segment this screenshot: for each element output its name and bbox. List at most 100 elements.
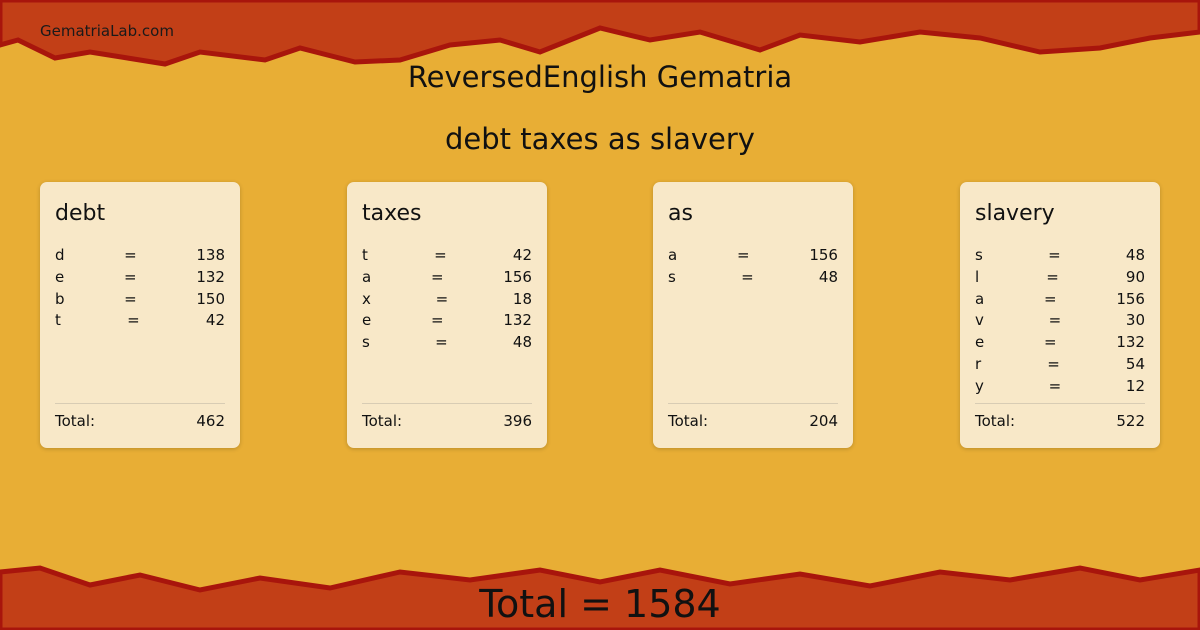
equals-sign: =: [435, 333, 448, 352]
letter-row: a = 156: [975, 289, 1145, 311]
letter-value: 18: [512, 289, 532, 308]
letter-value: 90: [1125, 267, 1145, 286]
letter: t: [55, 311, 61, 330]
word-title: slavery: [975, 201, 1055, 226]
site-logo-text[interactable]: GematriaLab.com: [40, 22, 174, 40]
letter: d: [55, 246, 65, 264]
letter-value: 48: [512, 333, 532, 352]
word-title: taxes: [362, 201, 422, 226]
letter-value: 48: [818, 267, 838, 286]
total-value: 462: [196, 412, 225, 430]
letter-value: 48: [1125, 246, 1145, 264]
letter: a: [362, 267, 372, 286]
letter-value: 156: [809, 246, 838, 264]
letter: x: [362, 289, 371, 308]
word-card: as a = 156 s = 48 Total: 204: [653, 182, 853, 448]
equals-sign: =: [1048, 311, 1062, 330]
letter-row: d = 138: [55, 245, 225, 267]
total-label: Total:: [55, 412, 96, 430]
word-card: slavery s = 48 l = 90 a = 156 v = 30 e = 132 r = 54 y = 12 Tot…: [960, 182, 1160, 448]
equals-sign: =: [435, 289, 449, 308]
letter-value: 30: [1125, 311, 1145, 330]
equals-sign: =: [1046, 267, 1059, 286]
letter: s: [975, 246, 983, 264]
letter-list: d = 138 e = 132 b = 150 t = 42: [55, 245, 225, 332]
letter: e: [975, 333, 985, 352]
letter: e: [362, 311, 372, 330]
letter: e: [55, 267, 65, 286]
letter-row: e = 132: [55, 267, 225, 289]
equals-sign: =: [431, 311, 444, 330]
equals-sign: =: [1047, 354, 1060, 373]
letter-row: a = 156: [362, 267, 532, 289]
letter-row: v = 30: [975, 310, 1145, 332]
letter: a: [668, 246, 678, 264]
letter: s: [362, 333, 370, 352]
letter: r: [975, 354, 982, 373]
letter-value: 156: [503, 267, 532, 286]
total-value: 522: [1116, 412, 1145, 430]
letter-value: 150: [196, 289, 225, 308]
total-label: Total:: [362, 412, 403, 430]
letter-row: e = 132: [362, 310, 532, 332]
equals-sign: =: [124, 267, 137, 286]
equals-sign: =: [430, 267, 444, 286]
letter-value: 42: [205, 311, 225, 330]
grand-total: Total = 1584: [479, 582, 721, 626]
letter: l: [975, 267, 980, 286]
letter-row: x = 18: [362, 289, 532, 311]
phrase-heading: debt taxes as slavery: [445, 122, 755, 156]
equals-sign: =: [124, 289, 137, 308]
letter: b: [55, 289, 65, 308]
letter-value: 132: [1116, 333, 1145, 352]
letter-value: 42: [512, 246, 532, 264]
letter-value: 132: [503, 311, 532, 330]
equals-sign: =: [124, 246, 137, 264]
word-card: debt d = 138 e = 132 b = 150 t = 42 Total: 462: [40, 182, 240, 448]
letter-list: a = 156 s = 48: [668, 245, 838, 289]
total-value: 204: [809, 412, 838, 430]
total-label: Total:: [668, 412, 709, 430]
equals-sign: =: [1048, 376, 1062, 395]
word-total-row: Total: 462: [55, 403, 225, 430]
letter: s: [668, 267, 676, 286]
letter-row: t = 42: [362, 245, 532, 267]
equals-sign: =: [127, 311, 140, 330]
letter-row: a = 156: [668, 245, 838, 267]
equals-sign: =: [736, 246, 750, 264]
letter-row: r = 54: [975, 354, 1145, 376]
word-title: as: [668, 201, 693, 226]
letter-value: 12: [1125, 376, 1145, 395]
word-card: taxes t = 42 a = 156 x = 18 e = 132 s = 48 Total: 396: [347, 182, 547, 448]
letter: y: [975, 376, 984, 395]
letter-value: 132: [196, 267, 225, 286]
equals-sign: =: [434, 246, 447, 264]
letter: a: [975, 289, 985, 308]
letter-value: 138: [196, 246, 225, 264]
letter: v: [975, 311, 984, 330]
letter-row: b = 150: [55, 289, 225, 311]
letter: t: [362, 246, 368, 264]
letter-row: y = 12: [975, 376, 1145, 398]
letter-value: 156: [1116, 289, 1145, 308]
page-title: ReversedEnglish Gematria: [407, 60, 793, 94]
letter-row: t = 42: [55, 310, 225, 332]
total-label: Total:: [975, 412, 1016, 430]
equals-sign: =: [1043, 289, 1057, 308]
letter-list: t = 42 a = 156 x = 18 e = 132 s = 48: [362, 245, 532, 354]
word-total-row: Total: 204: [668, 403, 838, 430]
letter-row: s = 48: [975, 245, 1145, 267]
letter-row: s = 48: [362, 332, 532, 354]
equals-sign: =: [1044, 333, 1057, 352]
letter-row: e = 132: [975, 332, 1145, 354]
equals-sign: =: [1048, 246, 1061, 264]
word-title: debt: [55, 201, 106, 226]
word-total-row: Total: 396: [362, 403, 532, 430]
word-total-row: Total: 522: [975, 403, 1145, 430]
letter-value: 54: [1125, 354, 1145, 373]
letter-row: s = 48: [668, 267, 838, 289]
total-value: 396: [503, 412, 532, 430]
letter-row: l = 90: [975, 267, 1145, 289]
letter-list: s = 48 l = 90 a = 156 v = 30 e = 132 r = 54 y = 12: [975, 245, 1145, 398]
